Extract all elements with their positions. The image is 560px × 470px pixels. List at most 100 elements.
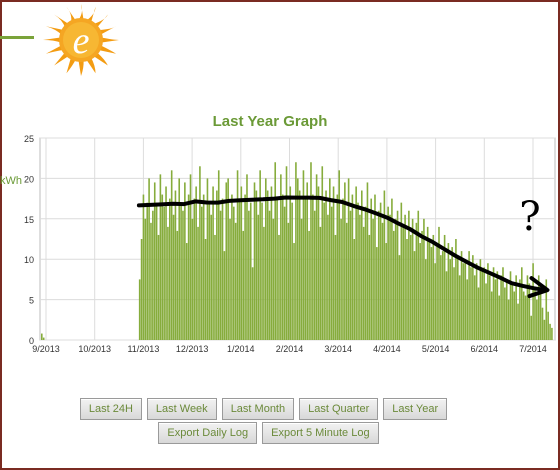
daily-energy-bar: [266, 190, 269, 340]
daily-energy-bar: [274, 162, 277, 340]
daily-energy-bar: [340, 218, 342, 340]
daily-energy-bar: [400, 202, 403, 340]
daily-energy-bar: [447, 243, 450, 340]
daily-energy-bar: [509, 271, 512, 340]
daily-energy-bar: [148, 178, 150, 340]
daily-energy-bar: [349, 210, 352, 340]
daily-energy-bar: [417, 210, 420, 340]
daily-energy-bar: [319, 226, 322, 340]
daily-energy-bar: [347, 178, 350, 340]
daily-energy-bar: [524, 295, 527, 340]
daily-energy-bar: [202, 194, 205, 340]
sun-logo-icon: e: [43, 4, 119, 76]
daily-energy-bar: [144, 218, 147, 340]
daily-energy-bar: [325, 190, 327, 340]
daily-energy-bar: [244, 194, 246, 340]
daily-energy-bar: [428, 239, 431, 340]
daily-energy-bar: [276, 198, 278, 340]
logo-letter: e: [73, 20, 90, 62]
daily-energy-bar: [242, 230, 245, 340]
last-month-button[interactable]: Last Month: [221, 398, 295, 420]
daily-energy-bar: [246, 174, 248, 340]
sun-ray: [43, 37, 62, 43]
daily-energy-bar: [295, 162, 297, 340]
daily-energy-bar: [152, 210, 154, 340]
daily-energy-bar: [547, 311, 549, 340]
daily-energy-bar: [445, 271, 448, 340]
daily-energy-bar: [142, 194, 145, 340]
export-5-minute-log-button[interactable]: Export 5 Minute Log: [262, 422, 379, 444]
daily-energy-bar: [193, 198, 196, 340]
daily-energy-bar: [172, 214, 175, 340]
sun-ray: [45, 45, 64, 54]
sun-ray: [86, 57, 96, 74]
daily-energy-bar: [473, 275, 476, 340]
daily-energy-bar: [312, 194, 314, 340]
y-tick-label: 10: [24, 255, 34, 265]
x-tick-label: 2/2014: [276, 344, 304, 354]
last-year-button[interactable]: Last Year: [383, 398, 448, 420]
x-tick-label: 7/2014: [519, 344, 547, 354]
daily-energy-bar: [204, 239, 207, 340]
daily-energy-bar: [334, 234, 337, 340]
last-week-button[interactable]: Last Week: [146, 398, 217, 420]
daily-energy-bar: [370, 198, 373, 340]
daily-energy-bar: [359, 214, 361, 340]
daily-energy-bar: [430, 247, 433, 340]
daily-energy-bar: [270, 186, 273, 340]
daily-energy-bar: [233, 206, 235, 340]
sun-ray: [66, 6, 76, 23]
daily-energy-bar: [332, 186, 335, 340]
daily-energy-bar: [261, 202, 263, 340]
daily-energy-bar: [157, 234, 160, 340]
daily-energy-bar: [404, 214, 406, 340]
daily-energy-bar: [180, 202, 182, 340]
y-tick-label: 5: [29, 296, 34, 306]
daily-energy-bar: [374, 194, 376, 340]
daily-energy-bar: [481, 271, 484, 340]
daily-energy-bar: [496, 271, 499, 340]
daily-energy-bar: [526, 275, 529, 340]
daily-energy-bar: [236, 170, 239, 340]
daily-energy-bar: [217, 170, 220, 340]
daily-energy-bar: [423, 218, 425, 340]
daily-energy-bar: [167, 226, 169, 340]
trend-arrowhead: [527, 276, 550, 299]
daily-energy-bar: [208, 202, 211, 340]
daily-energy-bar: [530, 315, 533, 340]
daily-energy-bar: [385, 243, 388, 340]
daily-energy-bar: [153, 182, 156, 340]
range-button-row: Last 24H Last Week Last Month Last Quart…: [0, 398, 560, 420]
daily-energy-bar: [398, 255, 401, 340]
daily-energy-bar: [472, 255, 474, 340]
daily-energy-bar: [302, 170, 305, 340]
daily-energy-bar: [443, 234, 446, 340]
daily-energy-bar: [182, 210, 184, 340]
last-quarter-button[interactable]: Last Quarter: [299, 398, 379, 420]
sun-ray: [66, 57, 76, 74]
daily-energy-bar: [304, 198, 307, 340]
daily-energy-bar: [223, 251, 226, 340]
daily-energy-bar: [543, 319, 546, 340]
daily-energy-bar: [468, 251, 470, 340]
daily-energy-bar: [219, 210, 222, 340]
daily-energy-bar: [278, 234, 280, 340]
export-daily-log-button[interactable]: Export Daily Log: [158, 422, 258, 444]
daily-energy-bar: [291, 202, 293, 340]
daily-energy-bar: [248, 210, 250, 340]
daily-energy-bar: [368, 234, 371, 340]
daily-energy-bar: [539, 283, 542, 340]
sun-ray: [93, 52, 108, 66]
last-24h-button[interactable]: Last 24H: [79, 398, 142, 420]
daily-energy-bar: [517, 303, 519, 340]
daily-energy-bar: [494, 279, 497, 340]
daily-energy-bar: [176, 230, 179, 340]
chart-title: Last Year Graph: [212, 113, 328, 130]
daily-energy-bar: [425, 259, 427, 340]
daily-energy-bar: [310, 162, 312, 340]
daily-energy-bar: [297, 178, 299, 340]
daily-energy-bar: [441, 251, 444, 340]
daily-energy-bar: [238, 198, 241, 340]
daily-energy-bar: [396, 210, 399, 340]
daily-energy-bar: [155, 202, 158, 340]
